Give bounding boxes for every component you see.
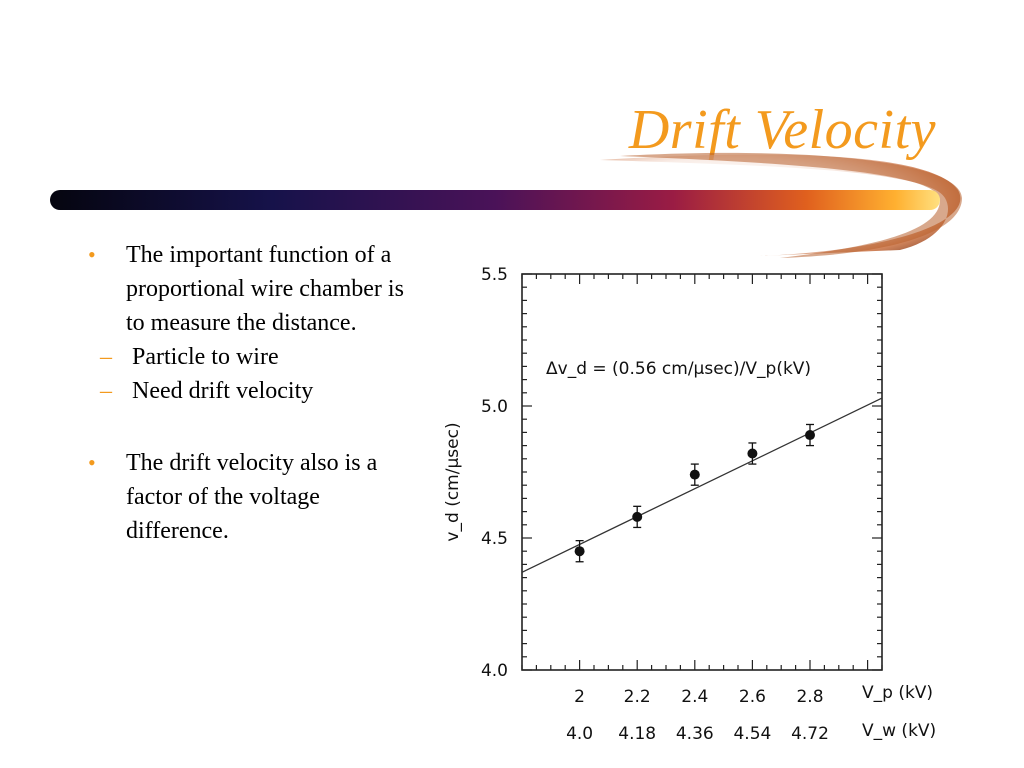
- y-tick-label: 4.0: [481, 661, 508, 681]
- sub-item-text: Particle to wire: [132, 344, 279, 370]
- y-tick-label: 4.5: [481, 529, 508, 549]
- data-point: [805, 430, 815, 441]
- sub-marker: –: [100, 344, 112, 370]
- bullet-item-1: • The important function of a proportion…: [88, 238, 418, 340]
- bullet-marker: •: [88, 242, 96, 267]
- x-tick-label-vp: 2.8: [796, 687, 823, 707]
- bullet-marker: •: [88, 450, 96, 475]
- fit-line: [521, 397, 883, 573]
- x-tick-label-vw: 4.0: [566, 724, 593, 742]
- y-axis-label: v_d (cm/μsec): [443, 422, 463, 541]
- slide-title: Drift Velocity: [628, 99, 936, 161]
- data-point: [574, 546, 585, 557]
- sub-marker: –: [100, 378, 112, 404]
- y-tick-label: 5.5: [481, 265, 508, 285]
- data-point: [747, 448, 758, 459]
- data-point: [632, 511, 643, 522]
- bullet-list: • The important function of a proportion…: [88, 238, 418, 548]
- bullet-text: The important function of a proportional…: [126, 242, 404, 336]
- x-tick-label-vp: 2.4: [681, 687, 708, 707]
- x-tick-label-vp: 2: [574, 687, 585, 707]
- x-tick-label-vp: 2.6: [739, 687, 766, 707]
- sub-item-1: – Particle to wire: [50, 340, 418, 374]
- x-axis-label-vw: V_w (kV): [862, 721, 936, 741]
- x-tick-label-vw: 4.72: [791, 724, 829, 742]
- drift-velocity-chart: 4.0 4.5 5.0 5.5 2 4.0 2.2 4.18 2.4 4.36 2.6 4.54 2.8…: [443, 265, 936, 742]
- fit-annotation: Δv_d = (0.56 cm/μsec)/V_p(kV): [546, 359, 811, 379]
- x-tick-label-vw: 4.54: [733, 724, 771, 742]
- x-tick-label-vw: 4.18: [618, 724, 656, 742]
- y-tick-label: 5.0: [481, 397, 508, 417]
- bullet-text: The drift velocity also is a factor of t…: [126, 450, 378, 544]
- x-axis-label-vp: V_p (kV): [862, 683, 933, 703]
- sub-item-2: – Need drift velocity: [50, 374, 418, 408]
- title-bar-line: [50, 190, 940, 210]
- bullet-item-2: • The drift velocity also is a factor of…: [88, 446, 418, 548]
- sub-item-text: Need drift velocity: [132, 378, 314, 404]
- data-point: [689, 469, 700, 480]
- x-tick-label-vw: 4.36: [676, 724, 714, 742]
- title-decoration-bar: [50, 152, 962, 258]
- x-tick-label-vp: 2.2: [624, 687, 651, 707]
- plot-frame: [521, 273, 883, 671]
